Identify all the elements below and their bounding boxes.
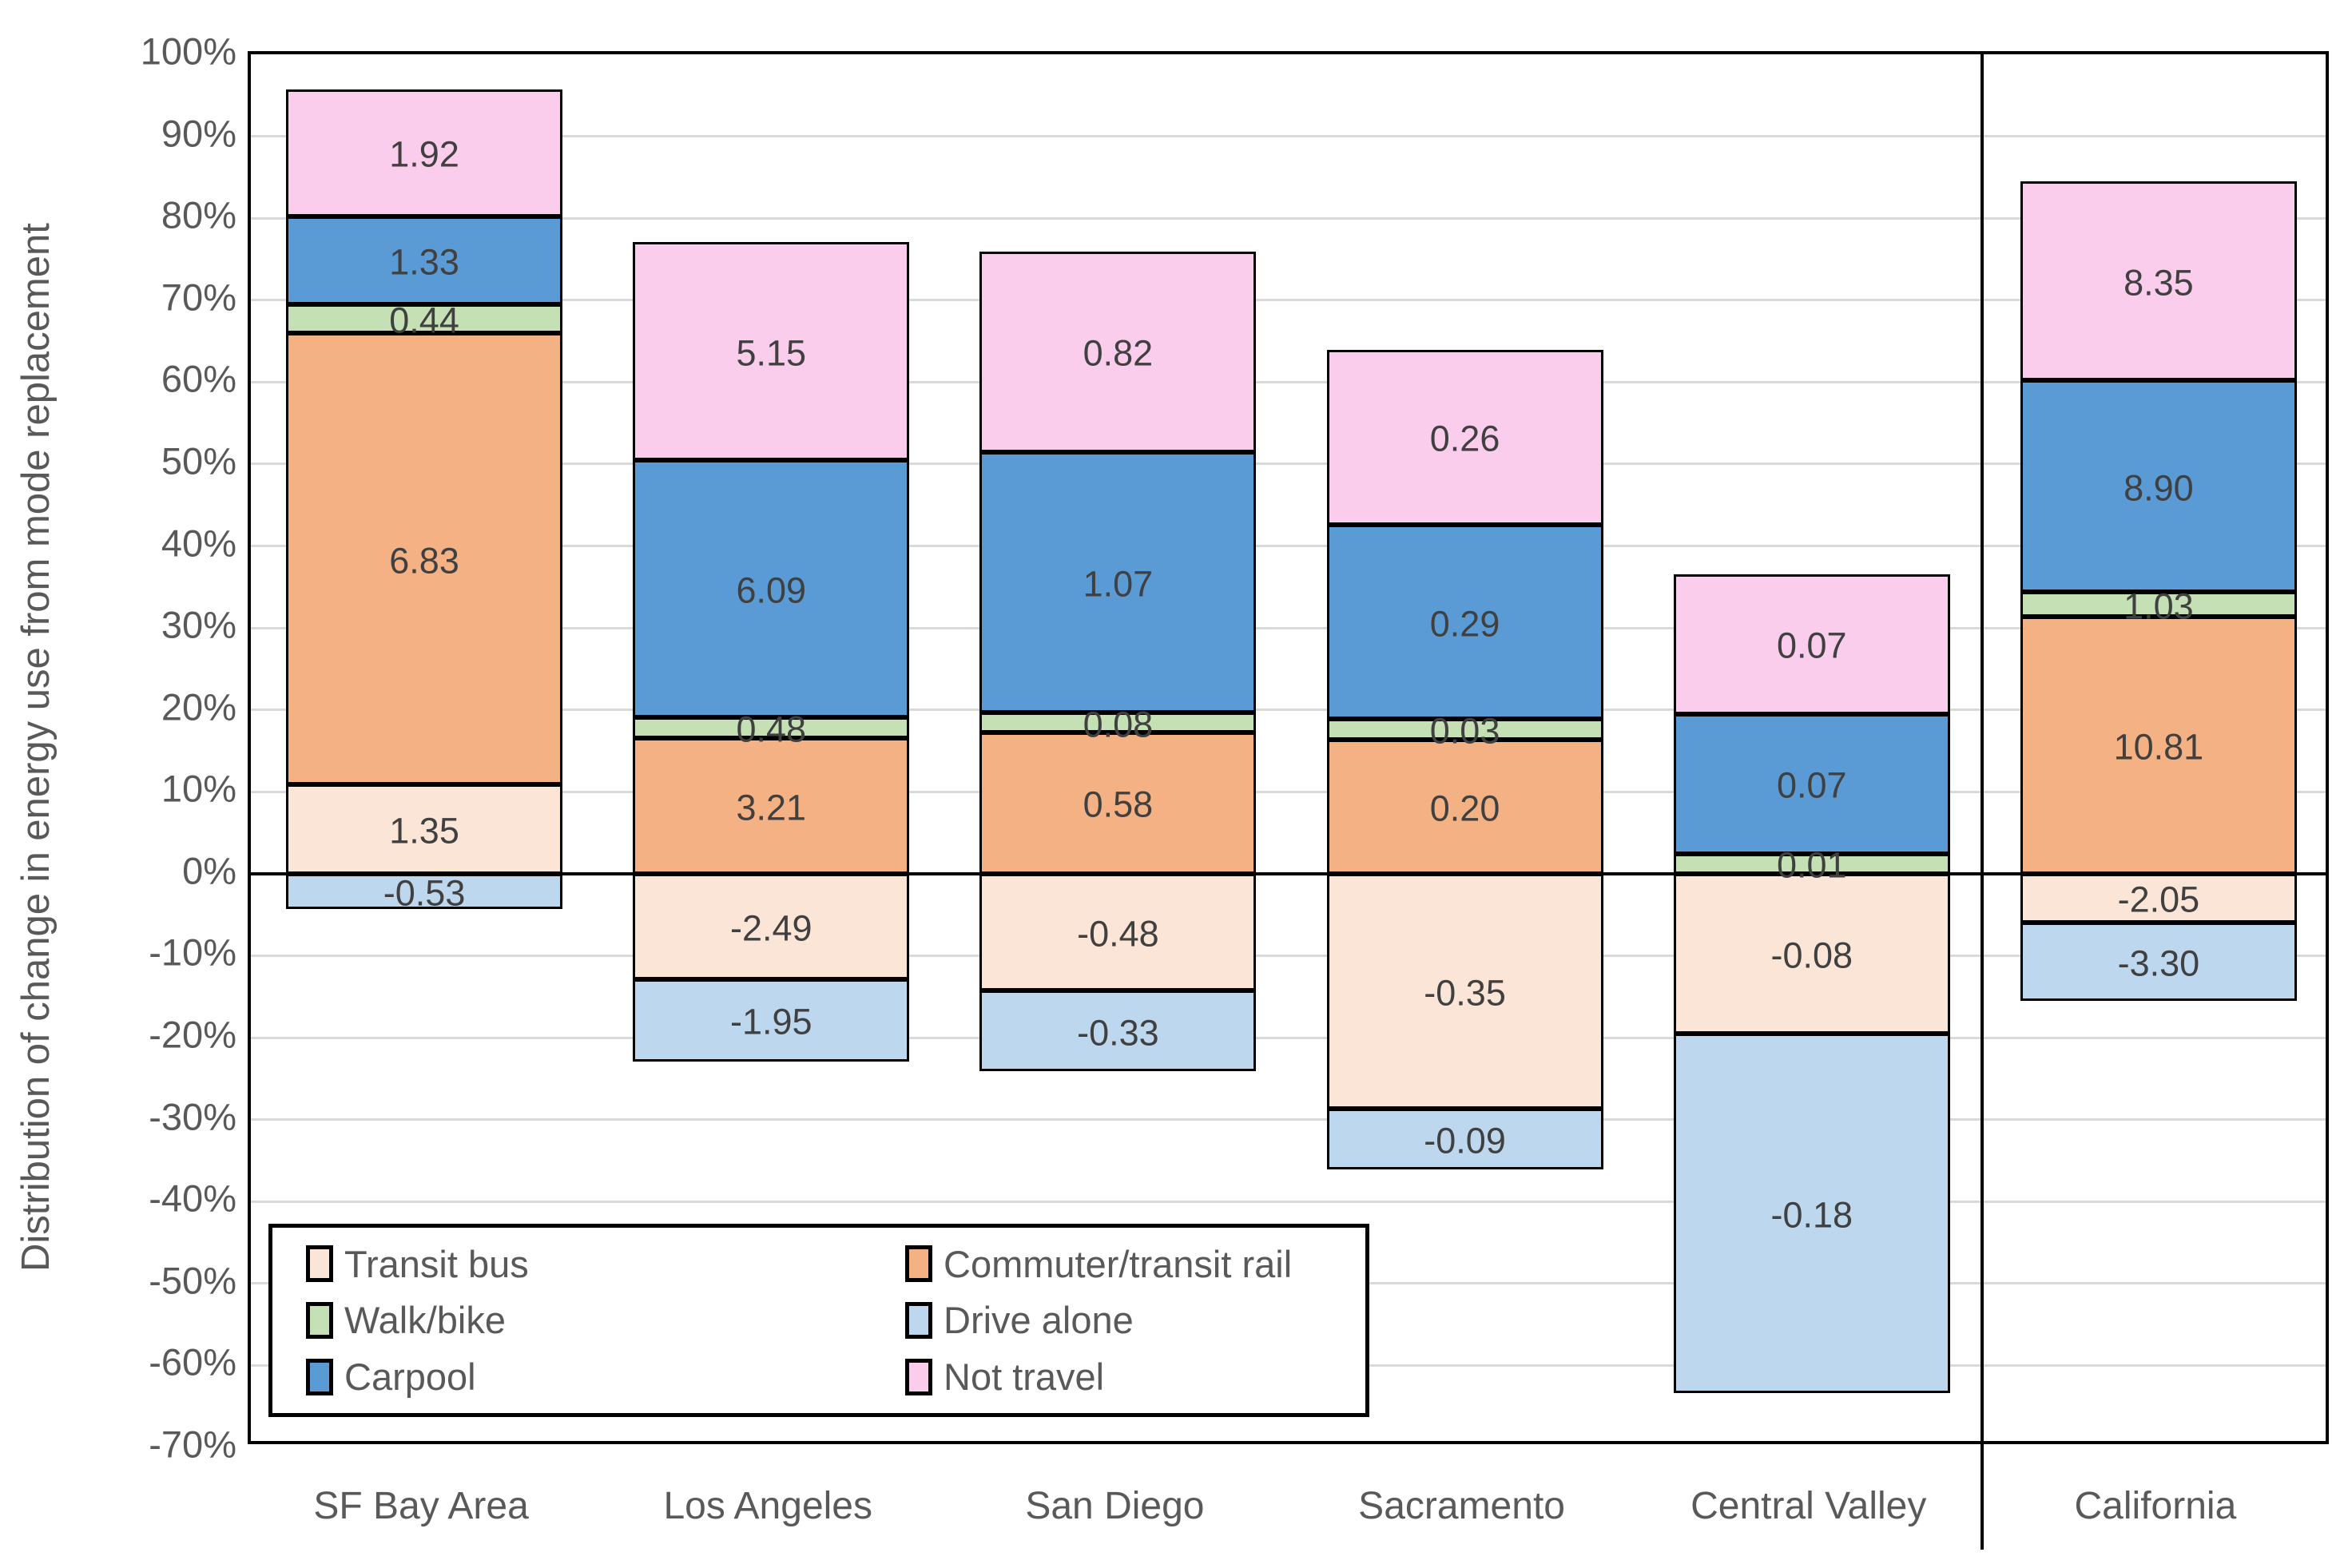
bar-segment-sf-bay-area-drive-alone bbox=[286, 873, 563, 909]
bar-segment-sacramento-drive-alone bbox=[1326, 1109, 1603, 1169]
gridline-70 bbox=[251, 299, 2326, 302]
y-tick-100: 100% bbox=[140, 30, 236, 73]
bar-segment-los-angeles-drive-alone bbox=[633, 979, 910, 1062]
bar-segment-central-valley-drive-alone bbox=[1673, 1034, 1950, 1394]
y-tick-90: 90% bbox=[161, 112, 236, 155]
bar-segment-sacramento-walk-bike bbox=[1326, 719, 1603, 740]
legend-label: Carpool bbox=[344, 1356, 476, 1399]
legend-item-commuter-transit-rail: Commuter/transit rail bbox=[905, 1245, 1365, 1283]
bar-segment-sacramento-carpool bbox=[1326, 524, 1603, 720]
x-axis-label-los-angeles: Los Angeles bbox=[663, 1485, 872, 1527]
y-tick-20: -20% bbox=[149, 1013, 236, 1056]
region-state-divider-line bbox=[1980, 51, 1984, 1550]
bar-segment-sf-bay-area-not-travel bbox=[286, 89, 563, 216]
bar-segment-los-angeles-transit-bus bbox=[633, 873, 910, 979]
legend-item-not-travel: Not travel bbox=[905, 1358, 1365, 1395]
y-tick-50: 50% bbox=[161, 439, 236, 482]
bar-segment-sf-bay-area-commuter-transit-rail bbox=[286, 333, 563, 785]
bar-segment-sacramento-commuter-transit-rail bbox=[1326, 739, 1603, 874]
gridline-50 bbox=[251, 462, 2326, 466]
bar-segment-los-angeles-commuter-transit-rail bbox=[633, 737, 910, 874]
bar-segment-los-angeles-walk-bike bbox=[633, 717, 910, 738]
y-tick-30: -30% bbox=[149, 1095, 236, 1138]
y-tick-40: 40% bbox=[161, 522, 236, 565]
legend: Transit bus Commuter/transit rail Walk/bik… bbox=[268, 1224, 1369, 1417]
bar-segment-central-valley-transit-bus bbox=[1673, 873, 1950, 1034]
gridline-20 bbox=[251, 709, 2326, 712]
y-tick-10: 10% bbox=[161, 767, 236, 810]
legend-item-walk-bike: Walk/bike bbox=[306, 1301, 905, 1339]
legend-swatch-icon bbox=[905, 1358, 932, 1395]
bar-segment-los-angeles-not-travel bbox=[633, 242, 910, 460]
y-tick-0: 0% bbox=[182, 849, 236, 892]
bar-segment-san-diego-not-travel bbox=[979, 252, 1257, 452]
y-tick-60: -60% bbox=[149, 1340, 236, 1383]
bar-segment-california-drive-alone bbox=[2020, 922, 2297, 1002]
x-axis-label-california: California bbox=[2074, 1485, 2237, 1527]
legend-label: Drive alone bbox=[944, 1299, 1134, 1342]
x-axis-label-sf-bay-area: SF Bay Area bbox=[313, 1485, 529, 1527]
bar-segment-sacramento-not-travel bbox=[1326, 349, 1603, 525]
gridline--40 bbox=[251, 1200, 2326, 1203]
legend-item-drive-alone: Drive alone bbox=[905, 1301, 1365, 1339]
bar-segment-sf-bay-area-transit-bus bbox=[286, 784, 563, 874]
bar-segment-central-valley-carpool bbox=[1673, 713, 1950, 854]
y-tick-60: 60% bbox=[161, 357, 236, 400]
zero-axis-line bbox=[251, 871, 2326, 875]
legend-label: Walk/bike bbox=[344, 1299, 506, 1342]
y-tick-40: -40% bbox=[149, 1177, 236, 1220]
y-tick-20: 20% bbox=[161, 685, 236, 728]
bar-segment-san-diego-transit-bus bbox=[979, 873, 1257, 991]
legend-swatch-icon bbox=[306, 1358, 333, 1395]
gridline-90 bbox=[251, 135, 2326, 138]
bar-segment-los-angeles-carpool bbox=[633, 459, 910, 718]
legend-label: Commuter/transit rail bbox=[944, 1242, 1293, 1285]
legend-label: Transit bus bbox=[344, 1242, 529, 1285]
y-tick-80: 80% bbox=[161, 193, 236, 236]
gridline--30 bbox=[251, 1118, 2326, 1121]
y-tick-10: -10% bbox=[149, 931, 236, 974]
bar-segment-sacramento-transit-bus bbox=[1326, 873, 1603, 1110]
bar-segment-california-transit-bus bbox=[2020, 873, 2297, 923]
gridline--10 bbox=[251, 954, 2326, 957]
legend-swatch-icon bbox=[905, 1245, 932, 1283]
bar-segment-california-not-travel bbox=[2020, 181, 2297, 381]
legend-item-carpool: Carpool bbox=[306, 1358, 905, 1395]
bar-segment-sf-bay-area-walk-bike bbox=[286, 304, 563, 334]
bar-segment-san-diego-walk-bike bbox=[979, 713, 1257, 732]
bar-segment-california-carpool bbox=[2020, 380, 2297, 593]
y-tick-70: 70% bbox=[161, 276, 236, 319]
gridline-40 bbox=[251, 545, 2326, 548]
bar-segment-central-valley-walk-bike bbox=[1673, 853, 1950, 874]
legend-swatch-icon bbox=[306, 1301, 333, 1339]
gridline-30 bbox=[251, 626, 2326, 629]
bar-segment-california-walk-bike bbox=[2020, 592, 2297, 617]
legend-item-transit-bus: Transit bus bbox=[306, 1245, 905, 1283]
bar-segment-central-valley-not-travel bbox=[1673, 574, 1950, 714]
y-tick-50: -50% bbox=[149, 1259, 236, 1302]
bar-segment-san-diego-carpool bbox=[979, 451, 1257, 713]
bar-segment-california-commuter-transit-rail bbox=[2020, 616, 2297, 874]
y-tick-70: -70% bbox=[149, 1423, 236, 1466]
y-tick-30: 30% bbox=[161, 603, 236, 646]
gridline--20 bbox=[251, 1036, 2326, 1039]
x-axis-label-san-diego: San Diego bbox=[1025, 1485, 1205, 1527]
gridline-60 bbox=[251, 380, 2326, 383]
bar-segment-san-diego-commuter-transit-rail bbox=[979, 732, 1257, 874]
legend-swatch-icon bbox=[306, 1245, 333, 1283]
y-axis-title: Distribution of change in energy use fro… bbox=[14, 223, 58, 1272]
x-axis-label-central-valley: Central Valley bbox=[1690, 1485, 1927, 1527]
bar-segment-sf-bay-area-carpool bbox=[286, 216, 563, 304]
legend-swatch-icon bbox=[905, 1301, 932, 1339]
x-axis-label-sacramento: Sacramento bbox=[1358, 1485, 1565, 1527]
legend-label: Not travel bbox=[944, 1356, 1105, 1399]
gridline-80 bbox=[251, 216, 2326, 220]
bar-segment-san-diego-drive-alone bbox=[979, 990, 1257, 1072]
gridline-10 bbox=[251, 790, 2326, 793]
